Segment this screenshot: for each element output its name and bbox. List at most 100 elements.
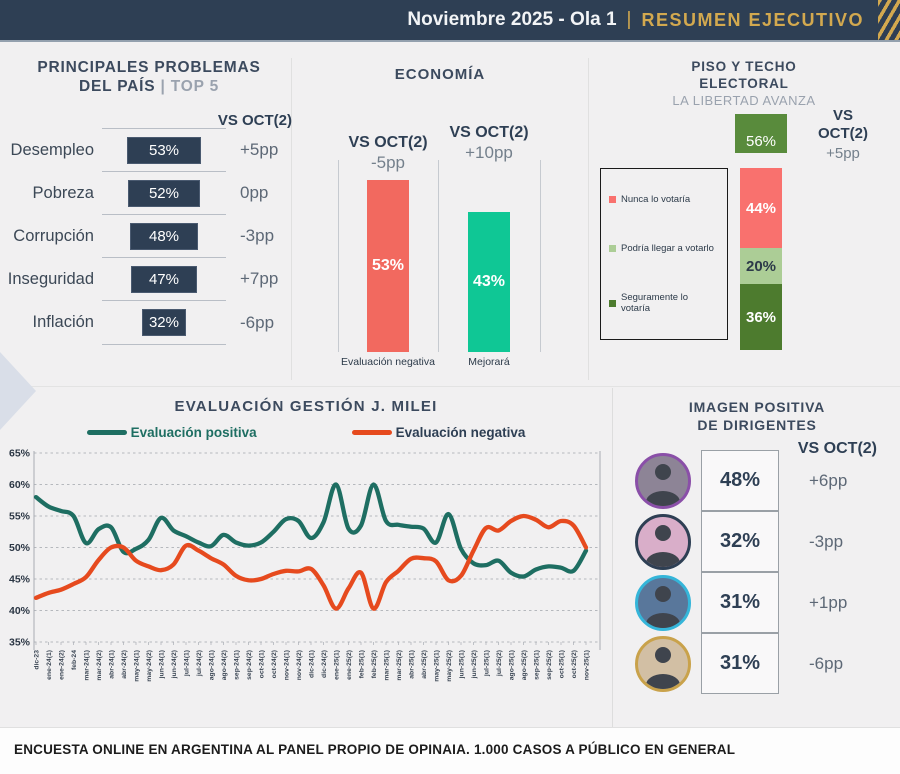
svg-text:50%: 50% bbox=[9, 542, 31, 554]
economy-axis-line bbox=[338, 160, 339, 352]
problem-bar-value: 52% bbox=[148, 185, 179, 202]
leader-avatar bbox=[635, 452, 691, 509]
leader-avatar bbox=[635, 574, 691, 631]
electoral-segment: 20% bbox=[740, 248, 782, 284]
economy-bar-improve-value: 43% bbox=[472, 273, 506, 290]
leader-row: 48% +6pp bbox=[631, 449, 900, 511]
legend-item-negative: Evaluación negativa bbox=[351, 425, 525, 440]
approval-panel: EVALUACIÓN GESTIÓN J. MILEI Evaluación p… bbox=[0, 388, 612, 726]
problem-bar: 48% bbox=[130, 223, 198, 250]
negative-line-swatch bbox=[351, 430, 392, 435]
problem-bar: 32% bbox=[141, 309, 187, 336]
svg-text:oct-25(2): oct-25(2) bbox=[571, 650, 578, 678]
svg-text:ene-24(2): ene-24(2) bbox=[59, 650, 66, 680]
legend-swatch bbox=[609, 299, 616, 307]
svg-text:mar-24(2): mar-24(2) bbox=[96, 650, 103, 681]
leaders-rows: 48% +6pp 32% -3pp 31% +1pp 31% -6pp bbox=[631, 449, 900, 694]
svg-text:may-25(2): may-25(2) bbox=[446, 650, 453, 682]
svg-text:ene-25(1): ene-25(1) bbox=[334, 650, 341, 680]
leader-row: 32% -3pp bbox=[631, 510, 900, 572]
economy-axis-line bbox=[540, 160, 541, 352]
leader-value: 48% bbox=[719, 468, 761, 491]
electoral-ceiling-block: 56% bbox=[735, 114, 787, 153]
svg-text:jun-24(2): jun-24(2) bbox=[171, 650, 178, 679]
electoral-title-line1: PISO Y TECHO bbox=[691, 59, 797, 74]
legend-positive-label: Evaluación positiva bbox=[130, 425, 257, 440]
leader-change: +6pp bbox=[809, 470, 848, 490]
svg-text:may-25(1): may-25(1) bbox=[434, 650, 441, 682]
avatar-head-icon bbox=[655, 524, 671, 541]
avatar-body-icon bbox=[646, 490, 680, 506]
problem-row: Desempleo 53% +5pp bbox=[6, 128, 292, 171]
title-section: RESUMEN EJECUTIVO bbox=[641, 9, 864, 30]
economy-axis-line bbox=[438, 160, 439, 352]
svg-text:sep-24(2): sep-24(2) bbox=[246, 650, 253, 680]
problem-bar: 47% bbox=[131, 266, 197, 293]
problem-bar-value: 32% bbox=[148, 314, 179, 331]
svg-text:oct-24(1): oct-24(1) bbox=[259, 650, 266, 678]
legend-label: Nunca lo votaría bbox=[621, 194, 691, 205]
svg-text:jun-24(1): jun-24(1) bbox=[159, 650, 166, 679]
leader-row: 31% +1pp bbox=[631, 571, 900, 633]
economy-improve-vs-label: VS OCT(2) bbox=[449, 124, 529, 141]
approval-title: EVALUACIÓN GESTIÓN J. MILEI bbox=[174, 398, 438, 415]
electoral-legend-box: Nunca lo votaría Podría llegar a votarlo… bbox=[600, 168, 728, 340]
electoral-title-line2: ELECTORAL bbox=[699, 76, 789, 91]
svg-text:65%: 65% bbox=[9, 448, 31, 460]
svg-text:ene-25(2): ene-25(2) bbox=[346, 650, 353, 680]
svg-text:45%: 45% bbox=[9, 574, 31, 586]
problem-bar-cell: 32% bbox=[102, 300, 226, 345]
economy-negative-header: VS OCT(2) -5pp bbox=[328, 134, 448, 173]
svg-text:nov-24(1): nov-24(1) bbox=[284, 650, 291, 680]
electoral-subtitle: LA LIBERTAD AVANZA bbox=[672, 93, 816, 108]
problem-bar-cell: 53% bbox=[102, 128, 226, 172]
svg-text:sep-25(1): sep-25(1) bbox=[534, 650, 541, 680]
electoral-legend-item: Podría llegar a votarlo bbox=[609, 243, 719, 254]
economy-title: ECONOMÍA bbox=[394, 66, 486, 83]
title-period: Noviembre 2025 - Ola 1 bbox=[407, 9, 617, 30]
svg-text:may-24(2): may-24(2) bbox=[146, 650, 153, 682]
problems-vs-oct-label: VS OCT(2) bbox=[217, 112, 292, 129]
svg-text:sep-25(2): sep-25(2) bbox=[546, 650, 553, 680]
svg-text:35%: 35% bbox=[9, 637, 31, 649]
problems-rows: Desempleo 53% +5pp Pobreza 52% 0pp Corru… bbox=[6, 128, 292, 345]
divider-top-bottom bbox=[0, 386, 900, 387]
problem-row: Inseguridad 47% +7pp bbox=[6, 257, 292, 300]
svg-text:ago-25(2): ago-25(2) bbox=[521, 650, 528, 680]
leader-row: 31% -6pp bbox=[631, 632, 900, 694]
problem-label: Inseguridad bbox=[7, 269, 94, 288]
electoral-title: PISO Y TECHO ELECTORAL bbox=[588, 58, 900, 92]
leader-change: +1pp bbox=[809, 592, 848, 612]
leader-value-box: 31% bbox=[701, 571, 779, 633]
legend-item-positive: Evaluación positiva bbox=[86, 425, 257, 440]
leader-change: -3pp bbox=[809, 531, 844, 551]
electoral-vs-line1: VS bbox=[832, 107, 853, 124]
svg-text:mar-24(1): mar-24(1) bbox=[84, 650, 91, 681]
chart-legend: Evaluación positiva Evaluación negativa bbox=[0, 425, 612, 440]
svg-text:ago-24(2): ago-24(2) bbox=[221, 650, 228, 680]
electoral-segment: 44% bbox=[740, 168, 782, 248]
svg-text:abr-25(1): abr-25(1) bbox=[409, 650, 416, 679]
svg-text:mar-25(2): mar-25(2) bbox=[396, 650, 403, 681]
svg-text:abr-24(1): abr-24(1) bbox=[109, 650, 116, 679]
problem-bar-value: 47% bbox=[148, 271, 179, 288]
leaders-vs-oct-label: VS OCT(2) bbox=[797, 440, 877, 457]
problem-label: Corrupción bbox=[13, 226, 94, 245]
problem-change: +5pp bbox=[240, 140, 279, 159]
footer-bar: ENCUESTA ONLINE EN ARGENTINA AL PANEL PR… bbox=[0, 727, 900, 774]
electoral-legend-item: Nunca lo votaría bbox=[609, 194, 719, 205]
svg-text:dic-23: dic-23 bbox=[34, 650, 41, 670]
electoral-ceiling-value: 56% bbox=[745, 133, 777, 150]
svg-text:abr-24(2): abr-24(2) bbox=[121, 650, 128, 679]
svg-text:jun-25(2): jun-25(2) bbox=[471, 650, 478, 679]
svg-text:jul-24(2): jul-24(2) bbox=[196, 650, 203, 677]
avatar-body-icon bbox=[646, 673, 680, 689]
economy-bar-negative-label: Evaluación negativa bbox=[341, 356, 435, 368]
economy-plot: 53% 43% bbox=[292, 160, 588, 352]
svg-text:mar-25(1): mar-25(1) bbox=[384, 650, 391, 681]
leader-value: 31% bbox=[719, 651, 761, 674]
avatar-body-icon bbox=[646, 551, 680, 567]
electoral-panel: PISO Y TECHO ELECTORAL LA LIBERTAD AVANZ… bbox=[588, 52, 900, 385]
economy-improve-change: +10pp bbox=[465, 143, 513, 162]
leader-value-box: 32% bbox=[701, 510, 779, 572]
